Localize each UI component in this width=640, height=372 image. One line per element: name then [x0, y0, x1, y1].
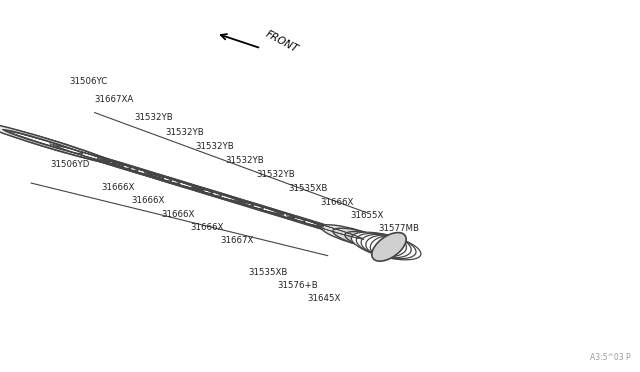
- Ellipse shape: [371, 236, 402, 256]
- Ellipse shape: [287, 216, 319, 226]
- Ellipse shape: [12, 132, 89, 156]
- Ellipse shape: [243, 202, 277, 213]
- Text: 31666X: 31666X: [161, 210, 195, 219]
- Ellipse shape: [49, 144, 164, 179]
- Ellipse shape: [345, 231, 392, 250]
- Ellipse shape: [179, 183, 253, 206]
- Text: 31645X: 31645X: [307, 294, 340, 303]
- Ellipse shape: [166, 179, 221, 196]
- Text: 31666X: 31666X: [101, 183, 134, 192]
- Text: 31535XB: 31535XB: [288, 185, 328, 193]
- Ellipse shape: [286, 215, 364, 240]
- Text: A3:5^03 P: A3:5^03 P: [590, 353, 630, 362]
- Text: 31532YB: 31532YB: [256, 170, 295, 179]
- Ellipse shape: [152, 175, 193, 187]
- Text: 31577MB: 31577MB: [379, 224, 420, 233]
- Ellipse shape: [191, 187, 284, 215]
- Text: 31666X: 31666X: [131, 196, 164, 205]
- Text: 31666X: 31666X: [320, 198, 353, 207]
- Ellipse shape: [197, 188, 235, 200]
- Text: 31532YB: 31532YB: [195, 142, 234, 151]
- Ellipse shape: [258, 207, 305, 222]
- Ellipse shape: [107, 161, 150, 174]
- Ellipse shape: [356, 235, 396, 251]
- Text: 31667XA: 31667XA: [95, 95, 134, 104]
- Ellipse shape: [121, 165, 180, 183]
- Ellipse shape: [321, 225, 387, 248]
- Ellipse shape: [39, 140, 131, 169]
- Ellipse shape: [333, 228, 390, 249]
- Ellipse shape: [361, 234, 412, 258]
- Ellipse shape: [62, 147, 108, 161]
- Ellipse shape: [356, 233, 416, 259]
- Text: 31506YC: 31506YC: [69, 77, 108, 86]
- Ellipse shape: [225, 197, 294, 218]
- Ellipse shape: [97, 158, 204, 191]
- Text: 31535XB: 31535XB: [248, 268, 288, 277]
- Ellipse shape: [132, 169, 212, 193]
- Text: 31532YB: 31532YB: [225, 156, 264, 165]
- Text: 31655X: 31655X: [351, 211, 384, 220]
- Ellipse shape: [212, 193, 263, 209]
- Ellipse shape: [271, 211, 335, 231]
- Text: 31532YB: 31532YB: [165, 128, 204, 137]
- Ellipse shape: [76, 151, 138, 171]
- Text: 31576+B: 31576+B: [278, 281, 319, 290]
- Ellipse shape: [333, 230, 362, 239]
- Text: FRONT: FRONT: [264, 28, 300, 54]
- Ellipse shape: [304, 221, 347, 234]
- Ellipse shape: [0, 122, 109, 162]
- Ellipse shape: [0, 124, 114, 164]
- Ellipse shape: [29, 138, 96, 158]
- Ellipse shape: [239, 201, 324, 227]
- Text: 31506YD: 31506YD: [50, 160, 90, 169]
- Ellipse shape: [4, 130, 83, 154]
- Ellipse shape: [351, 232, 421, 260]
- Text: 31667X: 31667X: [221, 236, 254, 245]
- Ellipse shape: [85, 154, 172, 181]
- Ellipse shape: [318, 225, 376, 243]
- Ellipse shape: [366, 235, 406, 257]
- Ellipse shape: [372, 232, 406, 261]
- Ellipse shape: [365, 237, 400, 253]
- Ellipse shape: [144, 172, 244, 203]
- Text: 31666X: 31666X: [191, 223, 224, 232]
- Text: 31532YB: 31532YB: [134, 113, 173, 122]
- Ellipse shape: [3, 129, 124, 166]
